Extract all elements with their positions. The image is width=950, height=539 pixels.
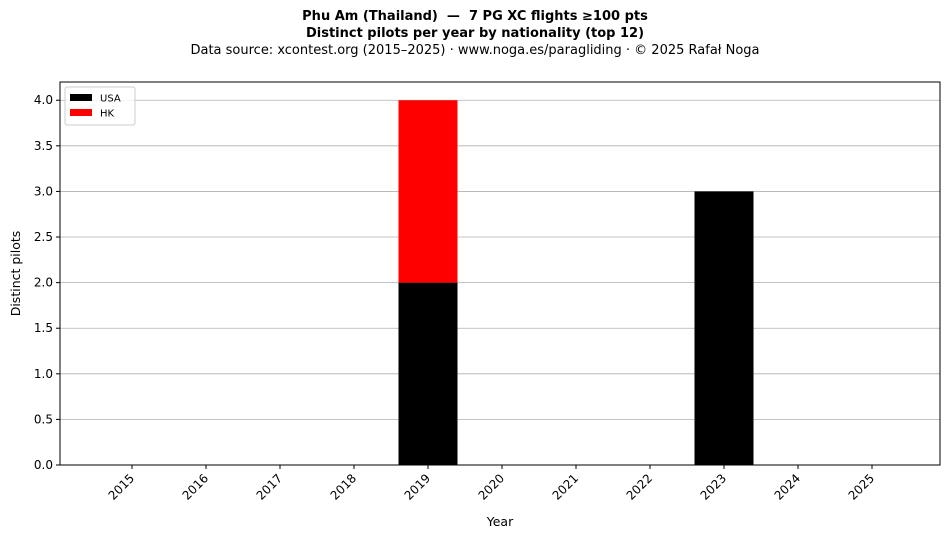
x-tick-label: 2025 — [846, 471, 877, 502]
x-tick-label: 2020 — [476, 471, 507, 502]
y-axis-label: Distinct pilots — [8, 231, 23, 317]
legend-label-hk: HK — [100, 109, 115, 120]
x-tick-label: 2021 — [550, 471, 581, 502]
bars — [398, 100, 754, 465]
legend: USA HK — [64, 86, 136, 126]
x-axis-ticks: 2015 2016 2017 2018 2019 2020 2021 2022 2023 2024… — [106, 465, 877, 503]
chart-titles: Phu Am (Thailand) — 7 PG XC flights ≥100… — [0, 8, 950, 60]
legend-swatch-hk — [70, 109, 92, 116]
x-tick-label: 2024 — [772, 471, 803, 502]
chart-source-note: Data source: xcontest.org (2015–2025) · … — [190, 43, 760, 58]
x-tick-label: 2023 — [698, 471, 729, 502]
plot-frame — [59, 81, 941, 466]
chart-subtitle: Distinct pilots per year by nationality … — [305, 26, 645, 41]
y-tick-label: 1.5 — [34, 321, 53, 335]
y-tick-label: 4.0 — [34, 93, 53, 107]
legend-label-usa: USA — [100, 94, 121, 105]
x-tick-label: 2016 — [180, 471, 211, 502]
y-tick-label: 3.0 — [34, 184, 53, 198]
y-tick-label: 1.0 — [34, 367, 53, 381]
legend-swatch-usa — [70, 94, 92, 101]
y-tick-label: 0.5 — [34, 412, 53, 426]
x-axis-label: Year — [486, 514, 514, 529]
y-tick-label: 2.5 — [34, 230, 53, 244]
x-tick-label: 2018 — [328, 471, 359, 502]
bar-usa-2023 — [694, 191, 754, 465]
y-tick-label: 3.5 — [34, 139, 53, 153]
x-tick-label: 2015 — [106, 471, 137, 502]
grid-lines — [60, 99, 940, 466]
bar-usa-2019 — [398, 282, 458, 465]
bar-hk-2019 — [398, 100, 458, 283]
y-tick-label: 2.0 — [34, 276, 53, 290]
chart-title: Phu Am (Thailand) — 7 PG XC flights ≥100… — [302, 9, 648, 24]
x-tick-label: 2019 — [402, 471, 433, 502]
x-tick-label: 2022 — [624, 471, 655, 502]
y-axis-ticks: 0.0 0.5 1.0 1.5 2.0 2.5 3.0 3.5 4.0 — [34, 93, 60, 472]
y-tick-label: 0.0 — [34, 458, 53, 472]
x-tick-label: 2017 — [254, 471, 285, 502]
